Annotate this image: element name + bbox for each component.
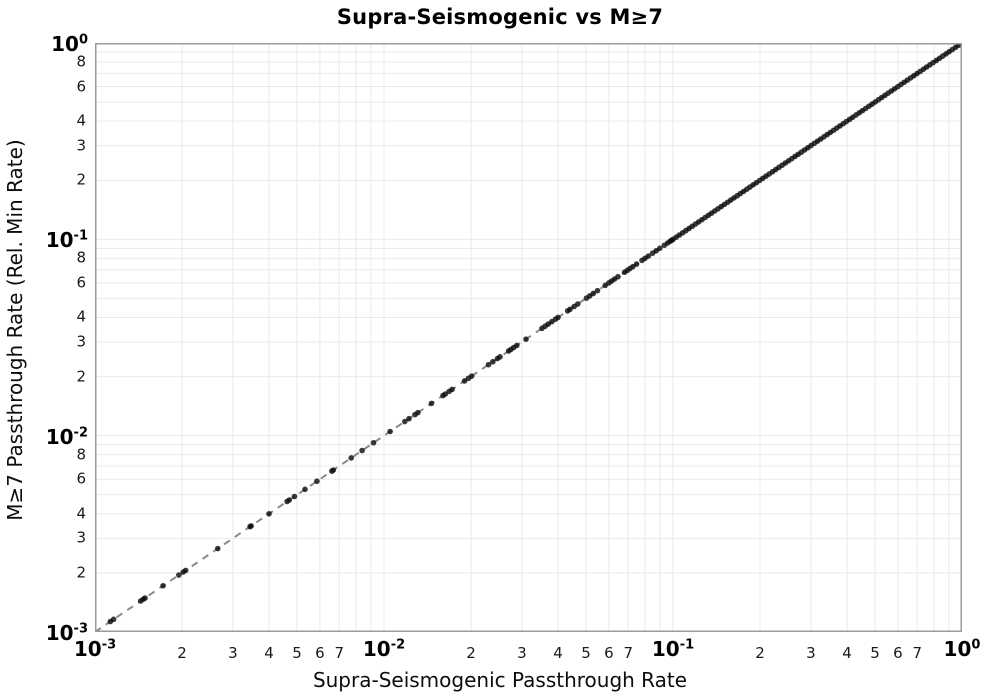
x-minor-tick-label: 7 [912,644,922,662]
data-point [401,418,408,425]
y-axis-title: M≥7 Passthrough Rate (Rel. Min Rate) [3,139,27,521]
data-point [523,336,529,342]
data-point [314,478,320,485]
data-point [248,523,254,529]
data-point [359,447,365,454]
data-point [513,342,520,349]
data-point [656,245,663,252]
y-minor-tick-label: 4 [76,111,86,130]
data-point [348,455,354,461]
data-point [160,582,166,589]
x-major-tick-label: 10-2 [362,637,406,661]
data-point [330,467,337,473]
data-point [449,386,455,393]
data-point [214,545,221,552]
data-point [485,361,492,368]
x-minor-tick-label: 5 [581,644,591,662]
y-minor-tick-label: 4 [76,504,86,523]
x-major-tick-label: 100 [943,637,981,661]
y-minor-tick-label: 8 [76,248,86,267]
y-major-tick-label: 10-3 [45,621,88,645]
y-minor-tick-label: 2 [76,563,86,582]
data-point [615,273,621,280]
x-minor-tick-label: 6 [893,644,903,662]
data-point [468,373,475,379]
data-point [110,616,117,623]
data-point [176,572,182,578]
y-minor-tick-label: 3 [76,136,86,155]
x-minor-tick-label: 6 [315,644,325,662]
x-minor-tick-label: 3 [806,644,816,662]
data-point [387,428,393,435]
y-minor-tick-label: 6 [76,469,86,488]
data-point [291,493,298,500]
x-minor-tick-label: 2 [177,644,187,662]
x-minor-tick-label: 5 [870,644,880,662]
y-major-tick-label: 100 [51,32,88,56]
y-minor-tick-label: 2 [76,367,86,386]
x-minor-tick-label: 4 [842,644,852,662]
x-minor-tick-label: 6 [604,644,614,662]
data-point [567,306,573,313]
plot-border [95,43,962,632]
x-minor-tick-label: 5 [292,644,302,662]
y-minor-tick-label: 6 [76,273,86,292]
y-minor-tick-label: 8 [76,445,86,464]
y-minor-tick-label: 3 [76,528,86,547]
y-minor-tick-label: 4 [76,307,86,326]
data-point [302,486,308,493]
x-minor-tick-label: 4 [553,644,563,662]
data-point [497,354,503,360]
x-minor-tick-label: 4 [264,644,274,662]
data-point [555,314,561,321]
data-point [142,595,148,601]
y-minor-tick-label: 8 [76,52,86,71]
x-major-tick-label: 10-3 [73,637,117,661]
x-minor-tick-label: 3 [228,644,238,662]
x-minor-tick-label: 2 [466,644,476,662]
x-minor-tick-label: 2 [755,644,765,662]
x-minor-tick-label: 7 [334,644,344,662]
data-point [490,358,496,365]
data-point [266,510,272,517]
x-major-tick-label: 10-1 [651,637,695,661]
y-major-tick-label: 10-1 [45,228,88,253]
data-point [415,409,421,416]
data-point [594,287,601,294]
chart-title: Supra-Seismogenic vs M≥7 [336,5,664,29]
data-point [645,253,652,259]
y-major-tick-label: 10-2 [45,424,88,449]
data-point [286,497,293,503]
data-point [370,439,377,446]
plot-area [95,43,962,632]
y-minor-tick-label: 6 [76,77,86,96]
data-point [574,301,581,307]
data-point [428,400,435,407]
data-point [406,415,412,422]
y-minor-tick-label: 2 [76,170,86,189]
x-axis-title: Supra-Seismogenic Passthrough Rate [312,668,688,692]
y-minor-tick-label: 3 [76,332,86,351]
data-point [182,567,189,574]
data-point [633,261,640,267]
x-minor-tick-label: 7 [623,644,633,662]
data-point [590,290,597,297]
x-minor-tick-label: 3 [517,644,527,662]
